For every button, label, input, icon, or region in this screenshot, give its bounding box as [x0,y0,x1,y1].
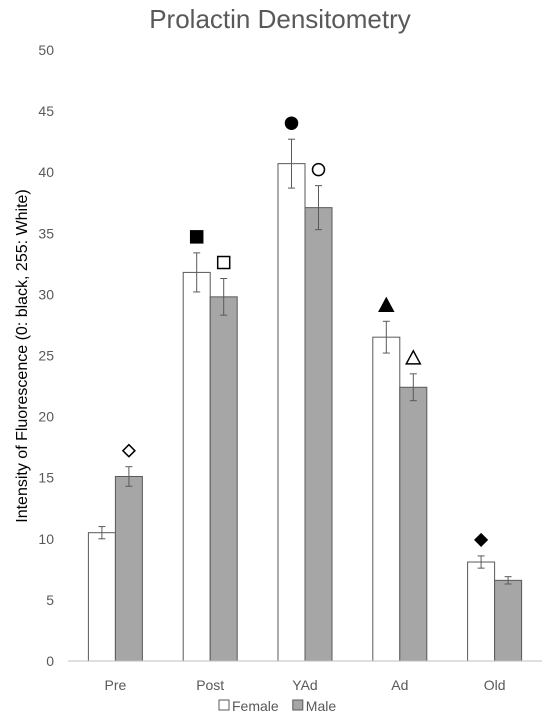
y-tick-label: 5 [46,592,54,608]
legend: Female Male [218,698,337,714]
error-bar [477,555,485,569]
category-label: YAd [292,677,317,693]
category-label: Post [196,677,224,693]
error-bar [504,576,512,585]
error-bar [409,373,417,402]
square-marker [216,255,231,270]
category-label: Old [484,677,506,693]
y-tick-label: 50 [38,42,54,58]
y-tick-label: 35 [38,225,54,241]
circle-marker [284,116,299,130]
legend-swatch-male [292,699,304,711]
y-axis-ticks: 0 5 10 15 20 25 30 35 40 45 50 [38,42,54,669]
error-bar [98,526,106,540]
y-tick-label: 20 [38,409,54,425]
error-bars [98,138,512,585]
y-axis-label: Intensity of Fluorescence (0: black, 255… [14,189,31,522]
error-bar [382,320,390,354]
y-tick-label: 25 [38,348,54,364]
bar-male-yad [304,207,333,662]
bar-male-ad [399,386,428,662]
error-bar [315,185,322,231]
bar-male-pre [114,475,143,662]
bar-male-post [209,296,238,662]
y-tick-label: 10 [38,531,54,547]
bar-female-pre [87,532,116,662]
chart-title: Prolactin Densitometry [149,4,411,34]
bar-female-old [467,561,496,662]
error-bar [220,278,228,316]
category-label: Pre [105,677,127,693]
legend-label-male: Male [306,698,337,714]
error-bar [193,252,201,293]
y-tick-label: 30 [38,286,54,302]
triangle-marker [405,349,422,365]
category-labels: Pre Post YAd Ad Old [105,677,506,693]
y-tick-label: 15 [38,470,54,486]
diamond-marker [121,443,136,458]
bar-female-yad [277,163,306,662]
significance-markers [121,116,489,547]
legend-swatch-female [218,699,230,711]
bar-female-ad [372,336,401,662]
category-label: Ad [391,677,408,693]
error-bar [125,466,133,487]
bars [87,163,523,662]
bar-male-old [494,579,523,662]
y-tick-label: 45 [38,103,54,119]
diamond-marker [474,532,489,547]
square-marker [189,230,204,244]
error-bar [288,138,295,189]
circle-marker [311,162,326,177]
bar-female-post [182,271,211,662]
triangle-marker [378,296,395,313]
legend-label-female: Female [232,698,279,714]
y-tick-label: 40 [38,164,54,180]
y-tick-label: 0 [46,653,54,669]
